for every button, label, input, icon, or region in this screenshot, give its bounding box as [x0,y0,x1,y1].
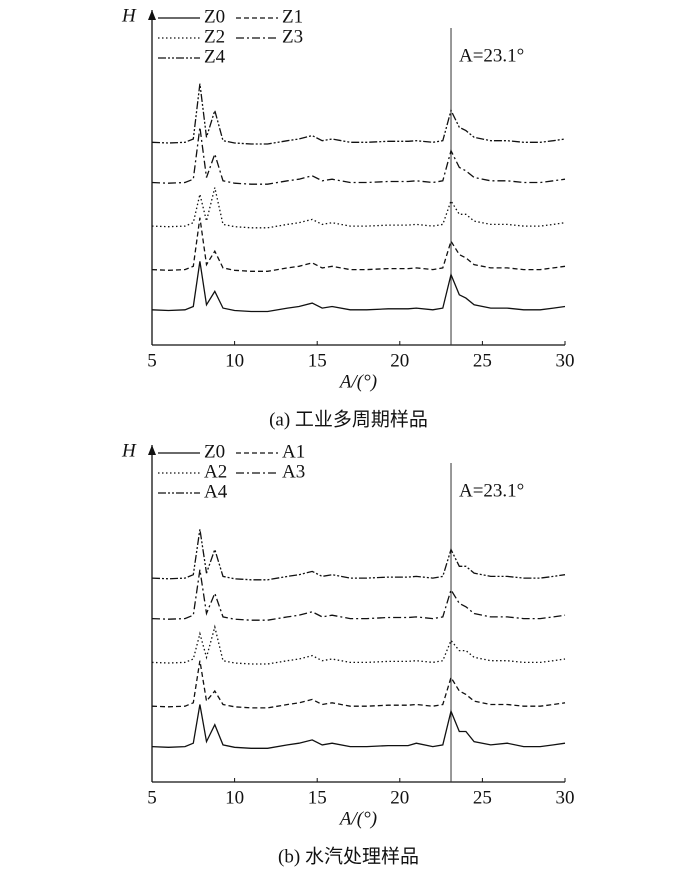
legend-label: A2 [204,461,227,482]
x-tick-label: 15 [308,350,327,371]
x-tick-label: 20 [390,350,409,371]
legend-label: Z3 [282,26,303,47]
x-tick-label: 25 [473,787,492,808]
series-line [151,569,566,621]
x-tick-label: 5 [147,787,157,808]
series-line [151,83,566,145]
legend-label: A4 [204,481,228,502]
x-axis-label: A/(°) [338,808,377,829]
series-line [151,261,566,313]
y-axis-label: H [121,5,137,26]
legend-label: A1 [282,441,305,462]
series-line [151,660,566,709]
series-line [151,127,566,185]
series-line [151,704,566,749]
x-tick-label: 20 [390,787,409,808]
annotation: A=23.1° [459,45,524,66]
caption: (b) 水汽处理样品 [278,845,419,867]
caption: (a) 工业多周期样品 [269,408,428,430]
x-tick-label: 30 [556,787,575,808]
series-line [151,624,566,665]
x-tick-label: 15 [308,787,327,808]
series-line [151,217,566,272]
x-axis-label: A/(°) [338,371,377,392]
legend-label: Z2 [204,26,225,47]
x-tick-label: 30 [556,350,575,371]
legend-label: A3 [282,461,305,482]
series-line [151,187,566,229]
annotation: A=23.1° [459,480,524,501]
legend-label: Z1 [282,6,303,27]
y-axis-arrow [148,445,156,455]
y-axis-label: H [121,440,137,461]
legend-label: Z0 [204,6,225,27]
x-tick-label: 10 [225,350,244,371]
x-tick-label: 25 [473,350,492,371]
legend-label: Z0 [204,441,225,462]
y-axis-arrow [148,10,156,20]
series-line [151,529,566,581]
legend-label: Z4 [204,46,226,67]
x-tick-label: 5 [147,350,157,371]
x-tick-label: 10 [225,787,244,808]
